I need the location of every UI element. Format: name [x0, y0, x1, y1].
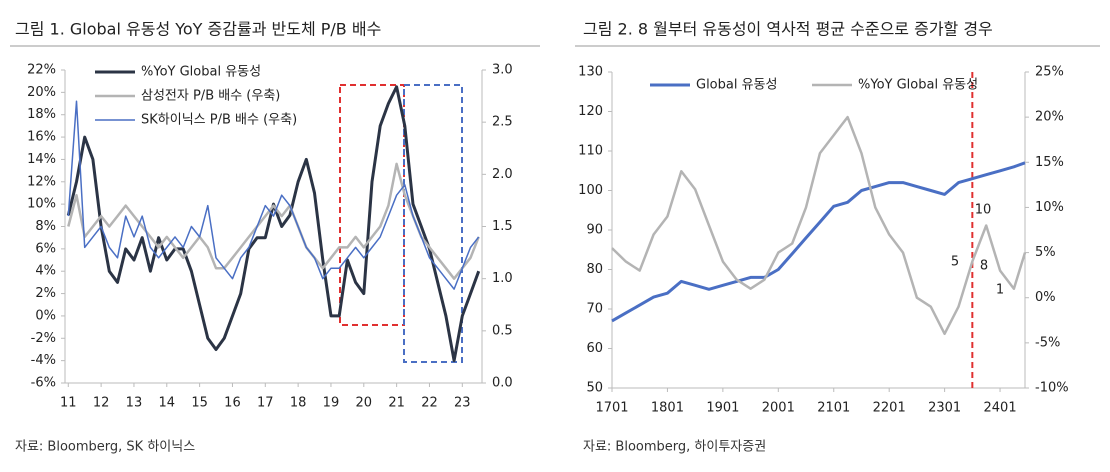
y-tick-label: 22%	[27, 63, 56, 78]
y-tick-label: -6%	[31, 376, 56, 391]
y2-tick-label: 2.0	[492, 167, 513, 182]
legend-label: Global 유동성	[696, 78, 777, 93]
y2-tick-label: 1.5	[492, 219, 513, 234]
chart-title: 그림 1. Global 유동성 YoY 증감률과 반도체 P/B 배수	[15, 20, 381, 39]
y2-tick-label: 0.5	[492, 323, 513, 338]
x-tick-label: 1901	[706, 401, 739, 416]
y2-tick-label: 20%	[1035, 110, 1064, 125]
y2-tick-label: 0%	[1035, 290, 1056, 305]
y-tick-label: 12%	[27, 174, 56, 189]
y2-tick-label: 15%	[1035, 155, 1064, 170]
x-tick-label: 20	[356, 396, 373, 411]
y-tick-label: 18%	[27, 107, 56, 122]
annotation: 1	[996, 283, 1004, 298]
y2-tick-label: 3.0	[492, 63, 513, 78]
x-tick-label: 19	[323, 396, 340, 411]
series-line	[67, 100, 480, 290]
x-tick-label: 14	[159, 396, 176, 411]
x-tick-label: 15	[191, 396, 208, 411]
y-tick-label: 6%	[35, 241, 56, 256]
x-tick-label: 1801	[651, 401, 684, 416]
y-tick-label: 80	[586, 262, 603, 277]
y2-tick-label: 0.0	[492, 376, 513, 391]
y-tick-label: 2%	[35, 286, 56, 301]
y2-tick-label: 5%	[1035, 245, 1056, 260]
annotation: 5	[951, 255, 959, 270]
series-line	[67, 162, 480, 280]
y2-tick-label: 2.5	[492, 115, 513, 130]
legend-label: 삼성전자 P/B 배수 (우축)	[141, 89, 280, 104]
chart-title: 그림 2. 8 월부터 유동성이 역사적 평균 수준으로 증가할 경우	[583, 20, 993, 39]
x-tick-label: 17	[257, 396, 274, 411]
y-tick-label: -2%	[31, 331, 56, 346]
y2-tick-label: -5%	[1035, 335, 1060, 350]
legend-label: %YoY Global 유동성	[141, 65, 261, 80]
y2-tick-label: 25%	[1035, 65, 1064, 80]
y-tick-label: -4%	[31, 353, 56, 368]
y-tick-label: 70	[586, 302, 603, 317]
series-line	[66, 85, 481, 363]
y2-tick-label: 1.0	[492, 271, 513, 286]
x-tick-label: 22	[421, 396, 438, 411]
source-note: 자료: Bloomberg, SK 하이닉스	[15, 440, 195, 455]
x-tick-label: 2301	[928, 401, 961, 416]
x-tick-label: 12	[93, 396, 110, 411]
x-tick-label: 2001	[762, 401, 795, 416]
y-tick-label: 120	[578, 104, 603, 119]
y2-tick-label: -10%	[1035, 381, 1069, 396]
x-tick-label: 11	[60, 396, 77, 411]
x-tick-label: 1701	[595, 401, 628, 416]
source-note: 자료: Bloomberg, 하이투자증권	[583, 440, 766, 455]
x-tick-label: 18	[290, 396, 307, 411]
x-tick-label: 2201	[873, 401, 906, 416]
y-tick-label: 100	[578, 183, 603, 198]
y-tick-label: 8%	[35, 219, 56, 234]
x-tick-label: 21	[388, 396, 405, 411]
y-tick-label: 110	[578, 144, 603, 159]
y-tick-label: 4%	[35, 264, 56, 279]
x-tick-label: 13	[126, 396, 143, 411]
y-tick-label: 16%	[27, 130, 56, 145]
highlight-box	[403, 84, 463, 363]
legend-label: %YoY Global 유동성	[858, 78, 978, 93]
legend-label: SK하이닉스 P/B 배수 (우축)	[141, 113, 297, 128]
y-tick-label: 130	[578, 65, 603, 80]
y-tick-label: 90	[586, 223, 603, 238]
x-tick-label: 16	[224, 396, 241, 411]
y2-tick-label: 10%	[1035, 200, 1064, 215]
annotation: 10	[975, 203, 992, 218]
y-tick-label: 0%	[35, 308, 56, 323]
series-line	[611, 161, 1026, 323]
annotation: 8	[980, 259, 988, 274]
series-line	[611, 115, 1027, 336]
x-tick-label: 2401	[984, 401, 1017, 416]
y-tick-label: 20%	[27, 85, 56, 100]
x-tick-label: 23	[454, 396, 471, 411]
x-tick-label: 2101	[817, 401, 850, 416]
y-tick-label: 10%	[27, 197, 56, 212]
y-tick-label: 14%	[27, 152, 56, 167]
highlight-box	[339, 84, 405, 326]
y-tick-label: 60	[586, 341, 603, 356]
y-tick-label: 50	[586, 381, 603, 396]
